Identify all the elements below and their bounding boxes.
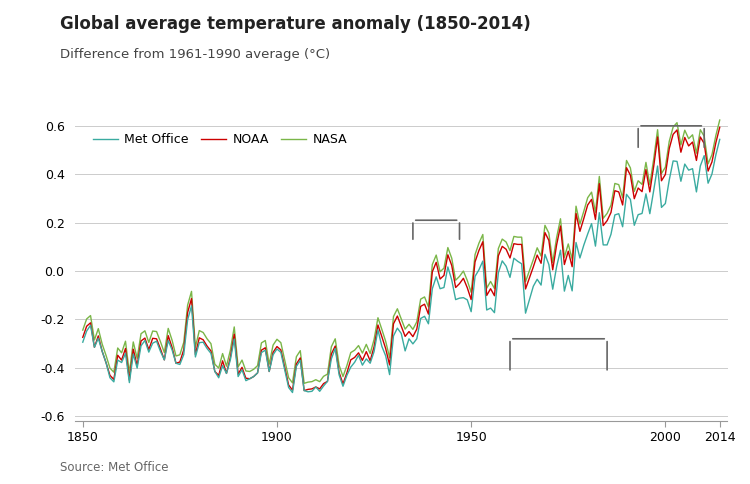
NASA — [300, 380, 309, 386]
NOAA — [300, 388, 309, 393]
NOAA — [513, 242, 522, 247]
Text: Difference from 1961-1990 average (°C): Difference from 1961-1990 average (°C) — [60, 48, 330, 61]
NASA — [152, 329, 161, 334]
Met Office — [288, 390, 297, 395]
NASA — [315, 379, 324, 385]
Line: Met Office: Met Office — [82, 139, 720, 393]
NOAA — [716, 124, 724, 130]
Met Office — [152, 338, 161, 344]
Met Office — [575, 255, 584, 261]
Met Office — [716, 136, 724, 142]
Met Office — [78, 339, 87, 345]
NOAA — [575, 228, 584, 234]
NOAA — [152, 336, 161, 342]
Met Office — [98, 348, 106, 354]
Met Office — [513, 258, 522, 264]
NOAA — [98, 348, 106, 354]
Line: NOAA: NOAA — [82, 127, 720, 391]
Text: Global average temperature anomaly (1850-2014): Global average temperature anomaly (1850… — [60, 15, 531, 32]
NASA — [575, 221, 584, 227]
Met Office — [140, 338, 149, 344]
Met Office — [315, 388, 324, 394]
NASA — [140, 328, 149, 334]
NASA — [513, 234, 522, 240]
Legend: Met Office, NOAA, NASA: Met Office, NOAA, NASA — [88, 128, 352, 151]
NOAA — [315, 386, 324, 392]
NASA — [98, 341, 106, 347]
NOAA — [78, 334, 87, 340]
NOAA — [140, 335, 149, 341]
NASA — [716, 117, 724, 123]
NASA — [78, 327, 87, 333]
Line: NASA: NASA — [82, 120, 720, 383]
Text: Source: Met Office: Source: Met Office — [60, 461, 169, 474]
